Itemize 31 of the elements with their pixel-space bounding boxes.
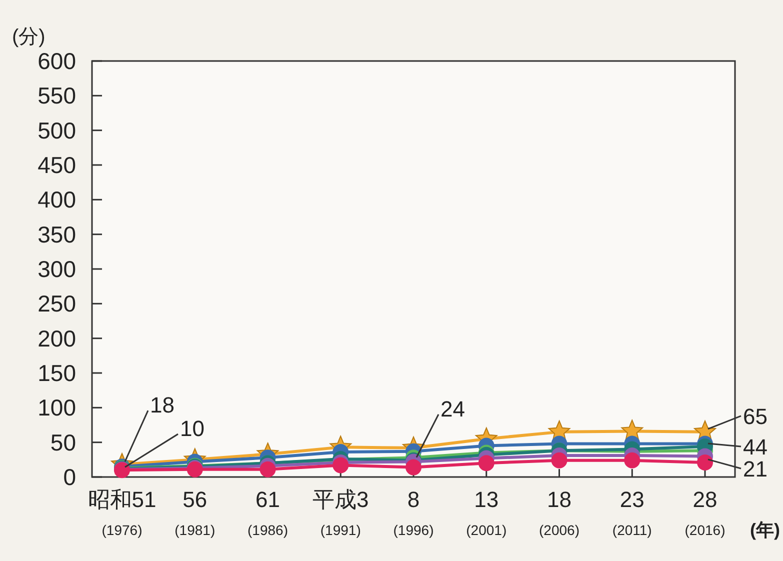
x-tick-label: 昭和51 (1976) [88,487,156,538]
x-tick-label: 23 (2011) [612,487,652,538]
y-tick-label: 600 [38,48,76,74]
x-tick-label: 8 (1996) [393,487,434,538]
annotation: 24 [416,396,465,458]
y-tick-label: 450 [38,152,76,178]
annotation: 21 [708,456,768,482]
annotation: 10 [180,416,204,442]
y-tick-label: 350 [38,221,76,248]
x-tick-label: 平成3 (1991) [312,487,369,538]
y-tick-label: 100 [38,394,76,421]
y-tick-label: 400 [38,186,76,213]
y-tick-label: 0 [63,464,76,490]
annotation: 24 [440,396,465,422]
annotation: 65 [708,404,768,430]
y-tick-label: 550 [38,82,76,109]
y-tick-label: 150 [38,360,76,386]
annotation: 65 [743,404,768,429]
y-tick-label: 250 [38,290,76,317]
x-tick-label: 18 (2006) [539,487,580,538]
x-tick-label: 61 (1986) [248,487,288,538]
x-tick-label: 28 (2016) [684,487,726,538]
x-tick-label: 56 (1981) [174,487,216,538]
x-tick-label: 13 (2001) [466,487,507,538]
y-tick-label: 500 [38,117,76,144]
y-tick-label: 300 [38,256,76,282]
y-axis-title: (分) [12,26,46,48]
y-tick-label: 200 [38,325,76,352]
y-tick-label: 50 [50,429,76,456]
annotation: 18 [150,392,174,418]
x-axis-title: (年) [750,520,780,540]
